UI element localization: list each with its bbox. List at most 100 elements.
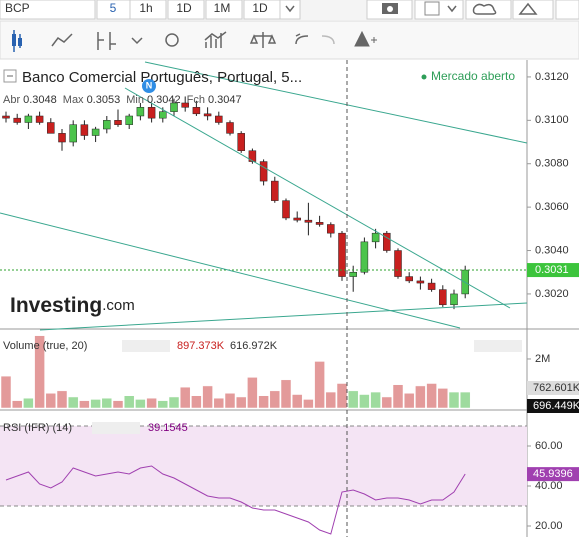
watermark-brand: Investing bbox=[10, 294, 102, 317]
volume-bar bbox=[448, 391, 460, 409]
volume-bar bbox=[370, 391, 381, 409]
candle-tool-body bbox=[18, 38, 22, 46]
volume-bar bbox=[45, 393, 57, 409]
volume-bar bbox=[280, 379, 292, 409]
pane-controls[interactable] bbox=[474, 340, 522, 352]
candle-body bbox=[13, 117, 21, 123]
alert-tool[interactable] bbox=[354, 30, 377, 47]
template-arrow bbox=[447, 5, 457, 13]
trend-lines bbox=[0, 61, 528, 331]
toolbar-tools bbox=[0, 20, 579, 60]
volume-bar bbox=[202, 385, 213, 409]
candle-body bbox=[282, 200, 290, 219]
rsi-line bbox=[5, 465, 466, 535]
volume-bar bbox=[157, 400, 169, 409]
candle-body bbox=[159, 111, 167, 119]
more-button[interactable] bbox=[555, 0, 579, 20]
candle-tool-body bbox=[12, 34, 16, 46]
symbol-input[interactable] bbox=[0, 0, 96, 20]
y-tick-label: 20.00 bbox=[535, 520, 563, 532]
candle-body bbox=[315, 222, 324, 225]
volume-bar bbox=[67, 396, 79, 409]
volume-ma-badge bbox=[527, 381, 579, 395]
y-tick-label: 0.3060 bbox=[535, 201, 569, 213]
indicator-tool[interactable] bbox=[97, 32, 116, 50]
volume-header-value: 897.373K bbox=[177, 340, 225, 352]
candle-body bbox=[80, 124, 89, 136]
candle-body bbox=[58, 133, 66, 143]
rsi-current-label: 45.9396 bbox=[533, 468, 573, 480]
candle-body bbox=[237, 133, 245, 151]
interval-button[interactable] bbox=[129, 0, 167, 20]
volume-bar bbox=[56, 390, 68, 409]
volume-bar bbox=[459, 391, 471, 409]
interval-button[interactable] bbox=[205, 0, 243, 20]
volume-bar bbox=[146, 397, 157, 409]
volume-bar bbox=[11, 400, 23, 409]
volume-bar bbox=[291, 394, 303, 409]
rsi-controls[interactable] bbox=[92, 422, 140, 434]
ohlc-label: Max bbox=[63, 94, 84, 106]
candle-body bbox=[103, 120, 111, 130]
candle-body bbox=[226, 122, 234, 134]
candle-body bbox=[91, 128, 100, 136]
volume-bar bbox=[135, 399, 146, 409]
candle-body bbox=[181, 102, 189, 108]
candle-body bbox=[439, 289, 447, 306]
rsi-header-value: 39.1545 bbox=[148, 422, 188, 434]
volume-bar bbox=[392, 384, 404, 409]
line-tool[interactable] bbox=[51, 33, 73, 47]
rsi-title: RSI (IFR) (14) bbox=[3, 422, 72, 434]
candle-body bbox=[450, 293, 458, 306]
studies-tool[interactable] bbox=[204, 31, 227, 48]
market-status: Mercado aberto bbox=[431, 69, 515, 83]
candle-body bbox=[203, 113, 212, 117]
volume-bar bbox=[235, 396, 247, 409]
volume-bar bbox=[224, 393, 236, 409]
cloud-down-button[interactable] bbox=[465, 0, 512, 20]
redo-tool[interactable] bbox=[321, 35, 335, 45]
y-tick-label: 0.3120 bbox=[535, 71, 569, 83]
y-tick-label: 0.3040 bbox=[535, 244, 569, 256]
volume-bar bbox=[415, 385, 426, 409]
ohlc-legend: Abr 0.3048 Max 0.3053 Min 0.3042 Fch 0.3047 bbox=[3, 94, 242, 106]
volume-bar bbox=[23, 397, 34, 409]
tool-dropdown[interactable] bbox=[131, 37, 143, 45]
y-tick-label: 0.3020 bbox=[535, 288, 569, 300]
settings-tool[interactable] bbox=[165, 33, 179, 47]
interval-label: 5 bbox=[110, 1, 117, 15]
rsi-band bbox=[0, 426, 527, 506]
news-marker[interactable] bbox=[142, 79, 156, 93]
template-icon bbox=[424, 1, 440, 16]
ohlc-value: 0.3053 bbox=[87, 94, 121, 106]
interval-button[interactable] bbox=[167, 0, 205, 20]
volume-last-badge bbox=[527, 399, 579, 413]
volume-controls[interactable] bbox=[122, 340, 170, 352]
candle-body bbox=[304, 219, 313, 223]
candle-body bbox=[394, 250, 402, 277]
candle-body bbox=[2, 115, 10, 119]
volume-axis-label: 762.601K bbox=[533, 382, 579, 394]
volume-bar bbox=[303, 399, 314, 409]
undo-tool[interactable] bbox=[295, 33, 309, 45]
volume-bar bbox=[347, 390, 359, 409]
candle-body bbox=[427, 282, 436, 290]
candle-body bbox=[170, 102, 178, 112]
candle-body bbox=[349, 271, 357, 277]
candle-body bbox=[47, 122, 55, 134]
watermark-suffix: .com bbox=[102, 297, 135, 314]
trend-line bbox=[39, 302, 528, 331]
interval-dropdown[interactable] bbox=[279, 0, 301, 20]
ohlc-label: Min bbox=[126, 94, 144, 106]
volume-bar bbox=[426, 383, 437, 409]
interval-buttons: 5 1h 1D 1M 1D bbox=[96, 0, 281, 20]
candle-body bbox=[338, 232, 346, 277]
candle-body bbox=[24, 115, 33, 123]
plot-layer: 0.3120 0.3100 0.3080 0.3060 0.3040 0.3020 0.30… bbox=[0, 71, 579, 535]
compare-tool[interactable] bbox=[249, 32, 277, 48]
tool-icons bbox=[12, 30, 377, 52]
volume-bar bbox=[191, 395, 202, 409]
symbol: BCP bbox=[5, 1, 30, 15]
y-tick-label: 2M bbox=[535, 353, 550, 365]
